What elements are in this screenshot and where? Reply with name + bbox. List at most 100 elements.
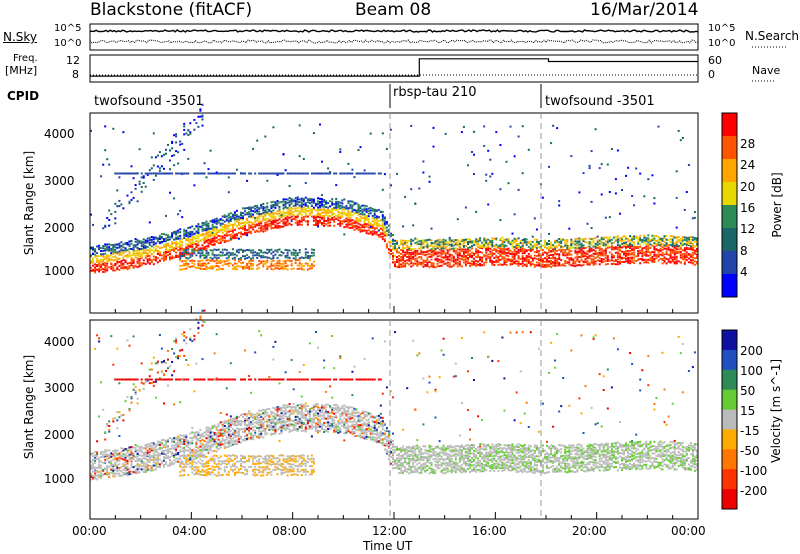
- data-pixel: [489, 260, 492, 263]
- data-pixel: [339, 215, 342, 218]
- data-pixel: [572, 258, 575, 261]
- data-pixel: [359, 212, 362, 215]
- data-pixel: [499, 258, 502, 261]
- data-pixel: [687, 164, 690, 166]
- data-pixel: [501, 245, 504, 248]
- data-pixel: [410, 244, 413, 247]
- data-pixel: [181, 466, 184, 469]
- data-pixel: [108, 257, 111, 260]
- data-pixel: [158, 250, 161, 253]
- data-pixel: [207, 465, 210, 467]
- data-pixel: [383, 216, 386, 219]
- data-pixel: [426, 253, 429, 256]
- data-pixel: [669, 244, 672, 247]
- data-pixel: [106, 256, 109, 259]
- data-pixel: [235, 224, 238, 227]
- data-pixel: [116, 464, 119, 467]
- data-pixel: [173, 444, 176, 447]
- data-pixel: [471, 240, 473, 243]
- data-pixel: [570, 238, 573, 241]
- data-pixel: [266, 172, 269, 175]
- data-pixel: [223, 234, 226, 237]
- data-pixel: [535, 247, 538, 249]
- data-pixel: [154, 362, 157, 365]
- data-pixel: [146, 252, 149, 255]
- data-pixel: [191, 236, 194, 239]
- data-pixel: [242, 215, 244, 218]
- data-pixel: [138, 471, 141, 474]
- data-pixel: [262, 219, 265, 222]
- data-pixel: [639, 172, 642, 175]
- data-pixel: [432, 246, 435, 249]
- data-pixel: [171, 246, 174, 249]
- data-pixel: [355, 211, 358, 213]
- data-pixel: [533, 254, 536, 257]
- data-pixel: [213, 424, 216, 427]
- data-pixel: [205, 235, 208, 238]
- data-pixel: [331, 203, 334, 206]
- data-pixel: [146, 241, 149, 244]
- data-pixel: [229, 229, 232, 232]
- data-pixel: [458, 248, 461, 251]
- data-pixel: [195, 471, 198, 474]
- data-pixel: [116, 246, 119, 249]
- data-pixel: [357, 218, 360, 221]
- data-pixel: [197, 466, 200, 469]
- data-pixel: [298, 259, 301, 262]
- data-pixel: [195, 462, 198, 465]
- data-pixel: [298, 257, 301, 260]
- data-pixel: [438, 248, 441, 251]
- data-pixel: [156, 463, 159, 466]
- data-pixel: [631, 260, 634, 263]
- data-pixel: [215, 257, 218, 260]
- data-pixel: [112, 420, 115, 423]
- data-pixel: [152, 238, 155, 241]
- log-top-left: 10^5: [54, 23, 82, 34]
- data-pixel: [359, 146, 362, 149]
- data-pixel: [128, 267, 131, 270]
- data-pixel: [292, 205, 295, 207]
- data-pixel: [278, 259, 281, 262]
- data-pixel: [266, 208, 269, 211]
- data-pixel: [160, 240, 163, 243]
- data-pixel: [302, 209, 305, 211]
- data-pixel: [665, 257, 668, 260]
- data-pixel: [371, 223, 374, 226]
- data-pixel: [550, 260, 553, 262]
- data-pixel: [580, 248, 583, 251]
- data-pixel: [203, 233, 206, 236]
- data-pixel: [148, 460, 151, 463]
- data-pixel: [252, 213, 255, 216]
- data-pixel: [227, 191, 230, 194]
- data-pixel: [260, 255, 263, 258]
- data-pixel: [616, 246, 619, 249]
- data-pixel: [217, 423, 220, 426]
- ytick-top-3000: 3000: [44, 174, 75, 188]
- data-pixel: [302, 198, 305, 201]
- data-pixel: [175, 135, 178, 138]
- data-pixel: [325, 206, 328, 209]
- data-pixel: [201, 442, 204, 445]
- data-pixel: [282, 268, 285, 271]
- data-pixel: [217, 457, 220, 459]
- data-pixel: [203, 440, 206, 442]
- data-pixel: [671, 248, 674, 251]
- data-pixel: [181, 238, 184, 241]
- data-pixel: [211, 257, 214, 260]
- data-pixel: [448, 247, 451, 250]
- data-pixel: [169, 252, 171, 255]
- data-pixel: [237, 215, 240, 218]
- data-pixel: [475, 241, 478, 244]
- data-pixel: [499, 237, 502, 240]
- data-pixel: [679, 239, 682, 242]
- data-pixel: [564, 251, 567, 253]
- data-pixel: [227, 264, 230, 267]
- data-pixel: [604, 244, 607, 247]
- data-pixel: [677, 245, 680, 247]
- data-pixel: [619, 254, 621, 256]
- data-pixel: [323, 214, 326, 217]
- data-pixel: [317, 225, 319, 228]
- data-pixel: [197, 240, 200, 243]
- data-pixel: [175, 448, 178, 451]
- data-pixel: [679, 250, 682, 253]
